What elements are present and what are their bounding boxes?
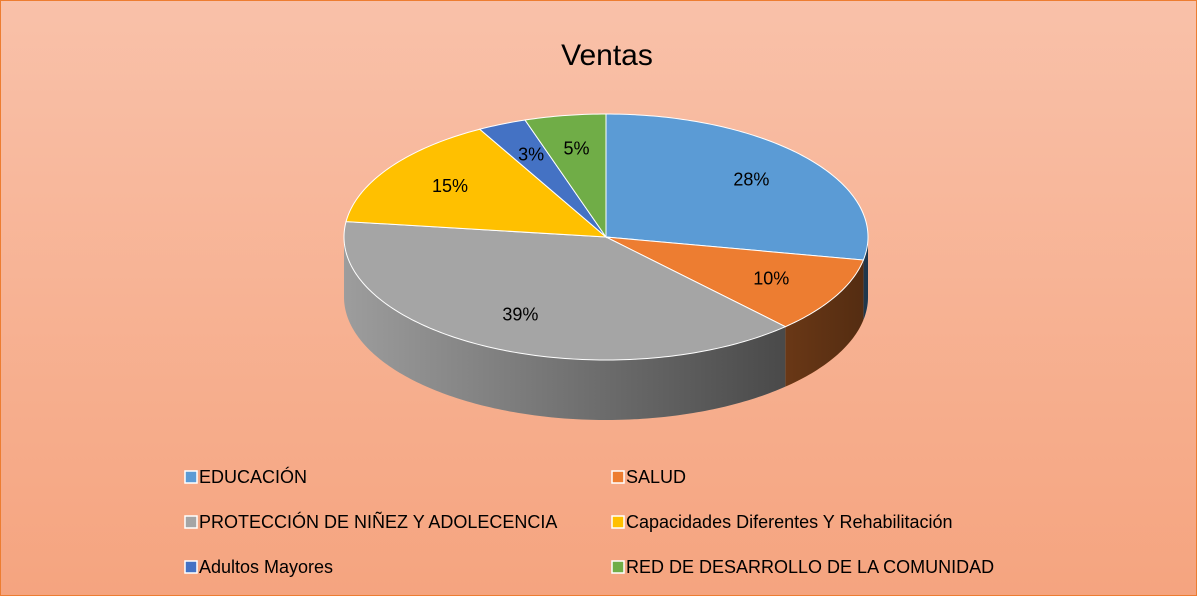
data-label: 5% bbox=[563, 138, 589, 158]
legend-label: EDUCACIÓN bbox=[199, 466, 307, 487]
slice-side-shade bbox=[785, 260, 864, 387]
legend-label: Adultos Mayores bbox=[199, 557, 333, 577]
legend-label: RED DE DESARROLLO DE LA COMUNIDAD bbox=[626, 557, 994, 577]
slice bbox=[343, 221, 787, 361]
slice bbox=[345, 128, 608, 238]
slice bbox=[605, 236, 865, 328]
legend-swatch bbox=[184, 515, 198, 529]
legend-swatch bbox=[611, 470, 625, 484]
slice-side-shade bbox=[344, 237, 786, 420]
chart-title: Ventas bbox=[561, 39, 653, 72]
legend-swatch bbox=[184, 470, 198, 484]
legend-swatch bbox=[611, 515, 625, 529]
slice bbox=[605, 113, 869, 261]
legend-label: SALUD bbox=[626, 467, 686, 487]
legend-swatch bbox=[611, 560, 625, 574]
legend-label: Capacidades Diferentes Y Rehabilitación bbox=[626, 512, 953, 532]
legend-label: PROTECCIÓN DE NIÑEZ Y ADOLECENCIA bbox=[199, 511, 557, 532]
data-label: 3% bbox=[518, 144, 544, 164]
slice bbox=[478, 119, 607, 238]
legend-swatch bbox=[184, 560, 198, 574]
data-label: 10% bbox=[753, 268, 789, 288]
data-label: 15% bbox=[432, 176, 468, 196]
slice bbox=[524, 113, 607, 239]
data-label: 28% bbox=[733, 169, 769, 189]
data-label: 39% bbox=[502, 305, 538, 325]
